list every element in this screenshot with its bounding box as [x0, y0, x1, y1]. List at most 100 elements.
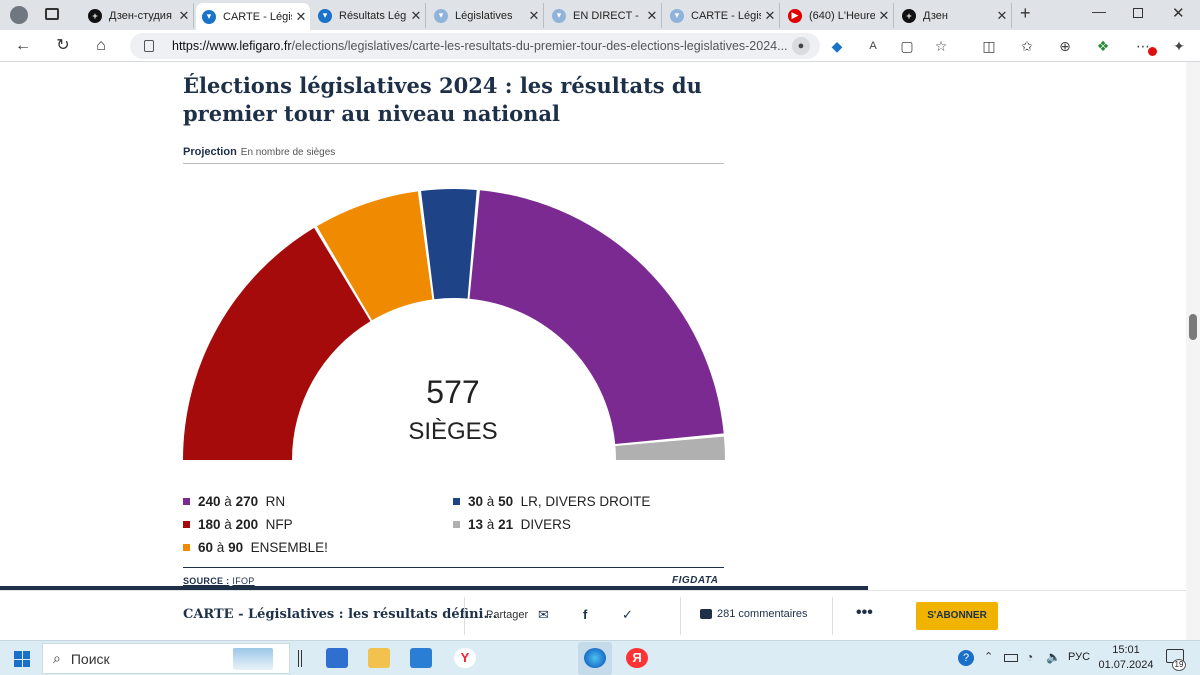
yandex-icon[interactable]: Я	[626, 648, 648, 668]
legend-item: 180 à 200 NFP	[183, 517, 293, 532]
comments-link[interactable]: 281 commentaires	[700, 608, 808, 620]
profile-icon[interactable]	[10, 6, 28, 24]
web-page: Élections législatives 2024 : les résult…	[0, 62, 1186, 640]
home-button[interactable]: ⌂	[96, 37, 106, 54]
shopping-tag-icon[interactable]: ◆	[831, 38, 843, 54]
sticky-title[interactable]: CARTE - Législatives : les résultats déf…	[183, 607, 498, 622]
legend-label: DIVERS	[520, 517, 571, 532]
subscribe-button[interactable]: S'ABONNER	[916, 602, 998, 630]
task-view-icon[interactable]	[298, 650, 302, 667]
facebook-share-icon[interactable]: f	[583, 607, 588, 622]
mail-icon[interactable]	[410, 648, 432, 668]
divider	[183, 163, 724, 164]
search-placeholder: Поиск	[70, 650, 110, 667]
figaro-icon: ▾	[202, 9, 216, 24]
more-options-icon[interactable]: •••	[856, 604, 873, 621]
tab-actions-icon[interactable]	[45, 8, 59, 20]
tray-chevron-icon[interactable]: ⌃	[984, 651, 994, 663]
refresh-button[interactable]: ↻	[56, 37, 70, 54]
subtitle-note: En nombre de sièges	[240, 147, 336, 158]
email-share-icon[interactable]: ✉	[538, 607, 549, 622]
legend-high: 50	[498, 494, 514, 509]
taskbar-search-input[interactable]: ⌕ Поиск	[42, 643, 290, 674]
figaro-icon: ▾	[670, 8, 684, 23]
system-clock[interactable]: 15:01 01.07.2024	[1094, 643, 1158, 673]
back-button[interactable]: ←	[15, 37, 31, 54]
address-toolbar: ← ↻ ⌂ https://www.lefigaro.fr/elections/…	[0, 30, 1200, 62]
battery-icon	[1004, 654, 1018, 662]
tab-close-icon[interactable]: ✕	[646, 7, 658, 23]
tab-title: Législatives	[455, 9, 513, 22]
comment-icon	[700, 609, 712, 620]
legend-swatch	[183, 497, 190, 505]
new-tab-button[interactable]: +	[1020, 3, 1031, 23]
read-aloud-icon[interactable]: A	[869, 40, 877, 52]
minimize-button[interactable]: —	[1092, 3, 1106, 19]
browser-tab[interactable]: ▾ CARTE - Légis ✕	[664, 3, 780, 28]
legend-low: 30	[468, 494, 484, 509]
edge-icon[interactable]	[584, 648, 606, 668]
clock-date: 01.07.2024	[1098, 659, 1154, 671]
scrollbar[interactable]	[1186, 62, 1200, 640]
browser-tab[interactable]: ▾ EN DIRECT - ✕	[546, 3, 662, 28]
browser-tab-bar: + Дзен-студия ✕ ▾ CARTE - Légis ✕ ▾ Résultats L…	[0, 0, 1200, 30]
subtitle-main: Projection	[183, 146, 237, 158]
split-screen-icon[interactable]: ◫	[982, 38, 996, 54]
legend-item: 13 à 21 DIVERS	[453, 517, 571, 532]
tracking-eye-icon[interactable]: ●	[792, 37, 810, 55]
copilot-icon[interactable]: ✦	[1173, 38, 1185, 54]
restore-button[interactable]	[1133, 8, 1143, 18]
browser-tab[interactable]: ▾ Législatives ✕	[428, 3, 544, 28]
legend-high: 21	[498, 517, 514, 532]
favorites-icon[interactable]: ✩	[1021, 38, 1033, 54]
accent-line	[0, 586, 868, 590]
favorite-star-icon[interactable]: ☆	[934, 38, 948, 54]
extension-icon[interactable]: ❖	[1096, 38, 1110, 54]
tab-close-icon[interactable]: ✕	[996, 7, 1008, 23]
tab-close-icon[interactable]: ✕	[528, 7, 540, 23]
legend-low: 240	[198, 494, 221, 509]
widgets-icon[interactable]	[326, 648, 348, 668]
browser-tab[interactable]: + Дзен-студия ✕	[82, 3, 194, 28]
legend-low: 13	[468, 517, 484, 532]
close-window-button[interactable]: ✕	[1172, 5, 1185, 22]
dzen-icon: +	[902, 8, 916, 23]
input-language[interactable]: РУС	[1068, 651, 1091, 663]
youtube-icon: ▶	[788, 8, 802, 23]
legend-swatch	[183, 543, 190, 551]
file-explorer-icon[interactable]	[368, 648, 390, 668]
tab-close-icon[interactable]: ✕	[878, 7, 890, 23]
more-menu-icon[interactable]: ⋯	[1136, 38, 1150, 54]
tab-title: Дзен	[923, 9, 948, 22]
legend-label: RN	[265, 494, 286, 509]
legend-range-word: à	[486, 494, 495, 509]
url-bar[interactable]: https://www.lefigaro.fr/elections/legisl…	[130, 33, 820, 59]
legend-range-word: à	[224, 494, 232, 509]
tab-close-icon[interactable]: ✕	[178, 7, 190, 23]
help-icon[interactable]: ?	[958, 650, 974, 666]
tab-close-icon[interactable]: ✕	[764, 7, 776, 23]
browser-tab[interactable]: + Дзен ✕	[896, 3, 1012, 28]
total-seats: 577	[426, 374, 480, 410]
scrollbar-thumb[interactable]	[1189, 314, 1197, 340]
dzen-icon: +	[88, 8, 102, 23]
browser-tab[interactable]: ▾ Résultats Légis ✕	[312, 3, 426, 28]
tab-close-icon[interactable]: ✕	[295, 8, 307, 24]
browser-tab[interactable]: ▾ CARTE - Légis ✕	[196, 3, 310, 30]
divider	[183, 567, 724, 568]
volume-icon[interactable]: 🔈	[1046, 650, 1061, 664]
wifi-icon[interactable]: ◔	[1026, 650, 1034, 664]
article-title: Élections législatives 2024 : les résult…	[183, 73, 702, 126]
legend-swatch	[453, 520, 460, 528]
twitter-share-icon[interactable]: ✓	[622, 607, 633, 622]
comments-count: 281 commentaires	[717, 608, 808, 620]
collections-icon[interactable]: ⊕	[1059, 38, 1071, 54]
tab-close-icon[interactable]: ✕	[410, 7, 422, 23]
browser-tab[interactable]: ▶ (640) L'Heure ✕	[782, 3, 894, 28]
windows-start-icon[interactable]	[14, 651, 30, 667]
yandex-browser-icon[interactable]: Y	[454, 648, 476, 668]
divider	[464, 597, 465, 635]
app-available-icon[interactable]: ▢	[900, 38, 914, 54]
article-sticky-bar: CARTE - Législatives : les résultats déf…	[0, 590, 1186, 640]
hemicycle-segment	[183, 227, 371, 460]
